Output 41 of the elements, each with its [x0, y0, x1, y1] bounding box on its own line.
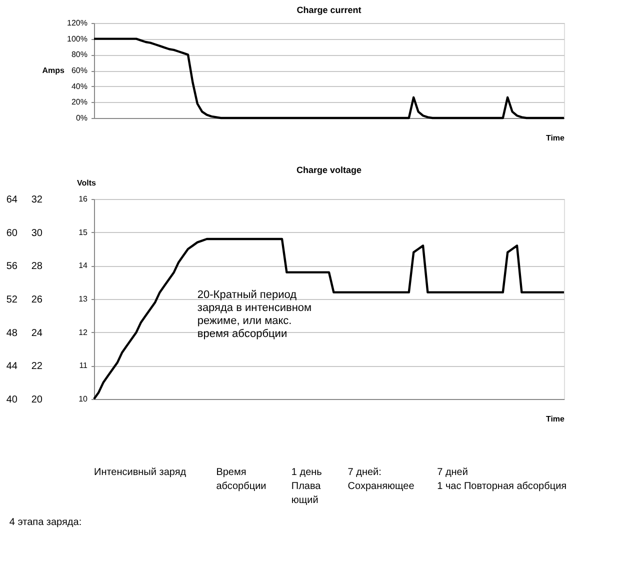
- y3-tick-label: 48: [6, 328, 18, 339]
- y2-tick-label: 32: [31, 194, 43, 206]
- y3-tick-label: 60: [6, 228, 18, 239]
- annotation: 20-Кратный период заряда в интенсивном режиме, или макс. время абсорбции: [197, 289, 312, 340]
- y2-tick-label: 24: [31, 328, 43, 339]
- y2-tick-label: 22: [31, 361, 43, 372]
- y-tick-label: 11: [79, 361, 88, 370]
- text: 7 дней 1 час Повторная абсорбция: [437, 467, 567, 492]
- y2-tick-label: 20: [31, 394, 43, 406]
- text: 1 день Плава ющий: [291, 467, 322, 506]
- y-axis-title: Volts: [77, 178, 97, 188]
- y-tick-label: 0%: [76, 114, 88, 122]
- y2-tick-label: 28: [31, 261, 43, 272]
- y-tick-label: 14: [78, 261, 88, 270]
- y-tick-label: 80%: [71, 50, 88, 60]
- x-axis-title: Time: [546, 134, 566, 142]
- y3-tick-label: 56: [6, 261, 18, 272]
- y3-tick-label: 44: [6, 361, 18, 372]
- y-tick-label: 40%: [71, 82, 88, 91]
- text: 7 дней: Сохраняющее: [348, 467, 415, 492]
- chart-title: Charge voltage: [296, 165, 362, 175]
- chart-title: Charge current: [296, 5, 362, 15]
- y-tick-label: 16: [78, 194, 88, 204]
- y3-tick-label: 40: [6, 394, 18, 406]
- y-tick-label: 10: [78, 394, 88, 404]
- y2-tick-label: 30: [31, 228, 43, 239]
- y-tick-label: 100%: [67, 34, 88, 44]
- y2-tick-label: 26: [31, 294, 43, 306]
- y3-tick-label: 52: [6, 294, 18, 306]
- text: Интенсивный заряд: [94, 467, 186, 478]
- y-tick-label: 12: [78, 328, 88, 337]
- text: 4 этапа заряда:: [9, 517, 82, 528]
- y3-tick-label: 64: [6, 194, 18, 206]
- y-tick-label: 60%: [71, 66, 88, 75]
- y-tick-label: 20%: [71, 98, 88, 107]
- y-tick-label: 120%: [67, 18, 88, 28]
- x-axis-title: Time: [546, 414, 566, 424]
- y-tick-label: 15: [78, 228, 88, 237]
- y-tick-label: 13: [78, 294, 88, 304]
- text: Время абсорбции: [216, 467, 266, 492]
- y-axis-title: Amps: [42, 66, 66, 75]
